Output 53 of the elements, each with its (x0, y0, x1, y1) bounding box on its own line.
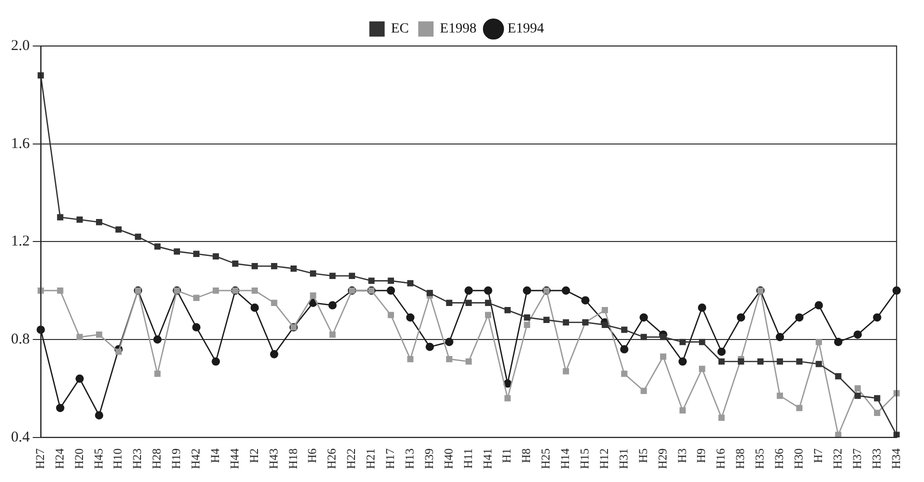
x-tick-label: H39 (422, 448, 436, 470)
legend-label: E1998 (440, 22, 476, 37)
x-tick-label: H7 (810, 448, 825, 464)
x-tick-label: H18 (286, 448, 300, 470)
x-tick-label: H9 (694, 448, 708, 464)
x-tick-label: H38 (733, 448, 748, 470)
x-tick-label: H43 (266, 448, 280, 470)
x-tick-label: H8 (519, 448, 534, 464)
y-tick-label: 0.8 (11, 331, 30, 348)
x-tick-label: H27 (32, 448, 47, 470)
x-tick-label: H30 (792, 448, 806, 470)
x-tick-label: H4 (208, 448, 222, 464)
x-tick-label: H26 (324, 448, 339, 470)
x-tick-label: H2 (246, 448, 261, 464)
x-tick-label: H19 (169, 448, 184, 470)
x-tick-label: H29 (655, 448, 670, 470)
x-tick-label: H17 (383, 448, 398, 470)
x-tick-label: H35 (752, 448, 767, 470)
x-tick-label: H15 (578, 448, 592, 470)
x-tick-label: H23 (130, 448, 144, 470)
x-tick-label: H32 (830, 448, 844, 470)
x-tick-label: H42 (188, 448, 203, 470)
x-tick-label: H6 (305, 448, 320, 464)
y-tick-label: 1.6 (11, 136, 30, 152)
y-tick-label: 2.0 (11, 38, 30, 54)
x-tick-label: H21 (364, 448, 378, 470)
x-tick-label: H3 (674, 448, 689, 464)
x-tick-label: H25 (538, 448, 553, 470)
x-tick-label: H24 (52, 448, 66, 470)
legend-label: E1994 (507, 22, 544, 37)
x-tick-label: H45 (91, 448, 106, 470)
x-tick-label: H11 (460, 448, 475, 469)
x-tick-label: H22 (344, 448, 358, 470)
x-tick-label: H33 (869, 448, 884, 470)
x-tick-label: H40 (441, 448, 456, 470)
x-tick-label: H34 (888, 448, 903, 470)
legend-label: EC (391, 22, 409, 37)
x-tick-label: H14 (558, 448, 572, 470)
x-tick-label: H44 (227, 448, 242, 470)
y-tick-label: 0.4 (11, 429, 30, 446)
x-tick-label: H31 (616, 448, 630, 470)
x-tick-label: H12 (596, 448, 611, 470)
x-tick-label: H37 (850, 448, 864, 470)
x-tick-label: H20 (72, 448, 86, 470)
x-tick-label: H36 (772, 448, 786, 470)
x-tick-label: H1 (500, 448, 514, 464)
x-tick-label: H28 (150, 448, 164, 470)
x-tick-label: H5 (636, 448, 650, 464)
x-tick-label: H16 (714, 448, 728, 470)
x-tick-label: H41 (480, 448, 494, 470)
x-tick-label: H13 (402, 448, 416, 470)
x-tick-label: H10 (110, 448, 125, 470)
y-tick-label: 1.2 (11, 234, 30, 250)
